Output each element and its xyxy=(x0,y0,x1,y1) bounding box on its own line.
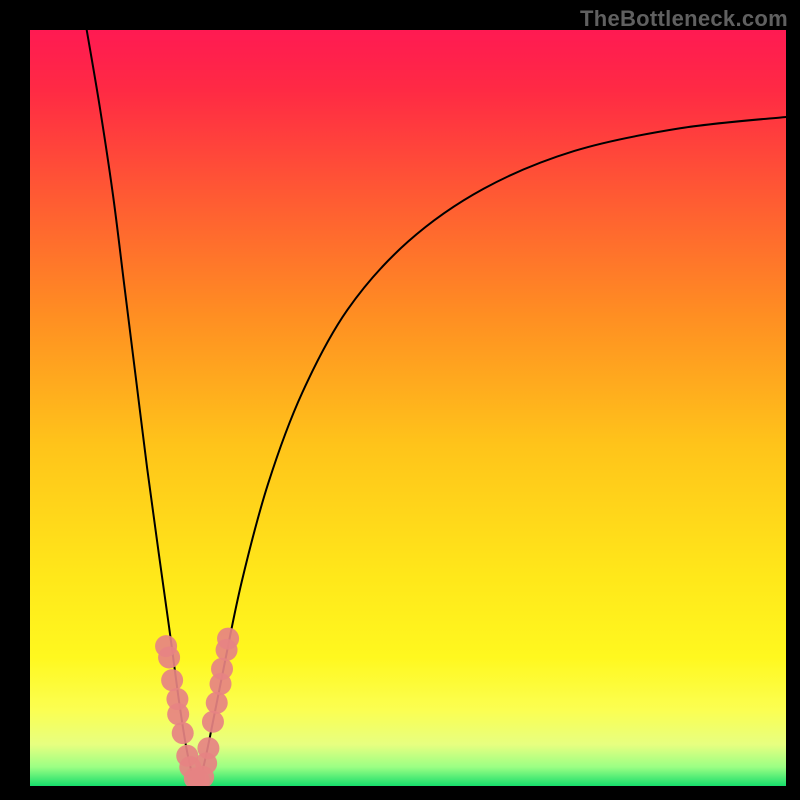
marker-point xyxy=(202,711,224,733)
chart-frame: TheBottleneck.com xyxy=(0,0,800,800)
gradient-background xyxy=(30,30,786,786)
marker-point xyxy=(197,737,219,759)
marker-point xyxy=(217,628,239,650)
plot-svg xyxy=(30,30,786,786)
marker-point xyxy=(206,692,228,714)
watermark-label: TheBottleneck.com xyxy=(580,6,788,32)
marker-point xyxy=(158,646,180,668)
marker-point xyxy=(172,722,194,744)
marker-point xyxy=(211,658,233,680)
plot-area xyxy=(30,30,786,786)
marker-point xyxy=(167,703,189,725)
marker-point xyxy=(161,669,183,691)
